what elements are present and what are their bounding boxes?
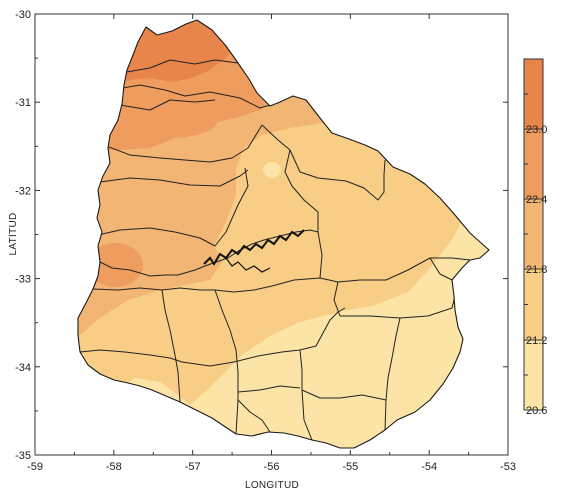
x-axis-title: LONGITUD xyxy=(245,480,299,491)
x-tick-label: -59 xyxy=(27,461,43,473)
y-tick-label: -31 xyxy=(15,97,31,109)
colorbar-label: 20.6 xyxy=(526,405,547,417)
colorbar-label: 21.8 xyxy=(526,264,547,276)
x-tick-label: -54 xyxy=(421,461,437,473)
y-tick-label: -30 xyxy=(15,9,31,21)
x-tick-label: -57 xyxy=(185,461,201,473)
cool-spot-center xyxy=(263,162,281,178)
rio-negro-reservoir xyxy=(203,229,305,266)
colorbar-band xyxy=(524,129,543,199)
colorbar-band xyxy=(524,340,543,410)
x-tick-label: -55 xyxy=(342,461,358,473)
colorbar-label: 21.2 xyxy=(526,335,547,347)
y-tick-label: -33 xyxy=(15,274,31,286)
x-tick-label: -56 xyxy=(264,461,280,473)
y-tick-label: -34 xyxy=(15,362,31,374)
y-tick-label: -35 xyxy=(15,450,31,462)
colorbar-band xyxy=(524,199,543,269)
warm-spot-north xyxy=(122,102,218,138)
y-tick-label: -32 xyxy=(15,185,31,197)
colorbar-label: 22.4 xyxy=(526,194,547,206)
y-axis-title: LATITUD xyxy=(8,212,19,255)
y-axis-ticks: -30 -31 -32 -33 -34 -35 xyxy=(15,9,508,462)
colorbar: 20.6 21.2 21.8 22.4 23.0 xyxy=(523,58,547,417)
colorbar-band xyxy=(524,269,543,340)
x-axis-ticks: -59 -58 -57 -56 -55 -54 -53 xyxy=(27,14,516,473)
colorbar-label: 23.0 xyxy=(526,124,547,136)
reservoir-branch xyxy=(225,257,271,273)
colorbar-band xyxy=(524,59,543,129)
department-boundaries xyxy=(79,59,471,441)
x-tick-label: -58 xyxy=(106,461,122,473)
x-tick-label: -53 xyxy=(500,461,516,473)
warm-spot-west xyxy=(87,243,143,287)
